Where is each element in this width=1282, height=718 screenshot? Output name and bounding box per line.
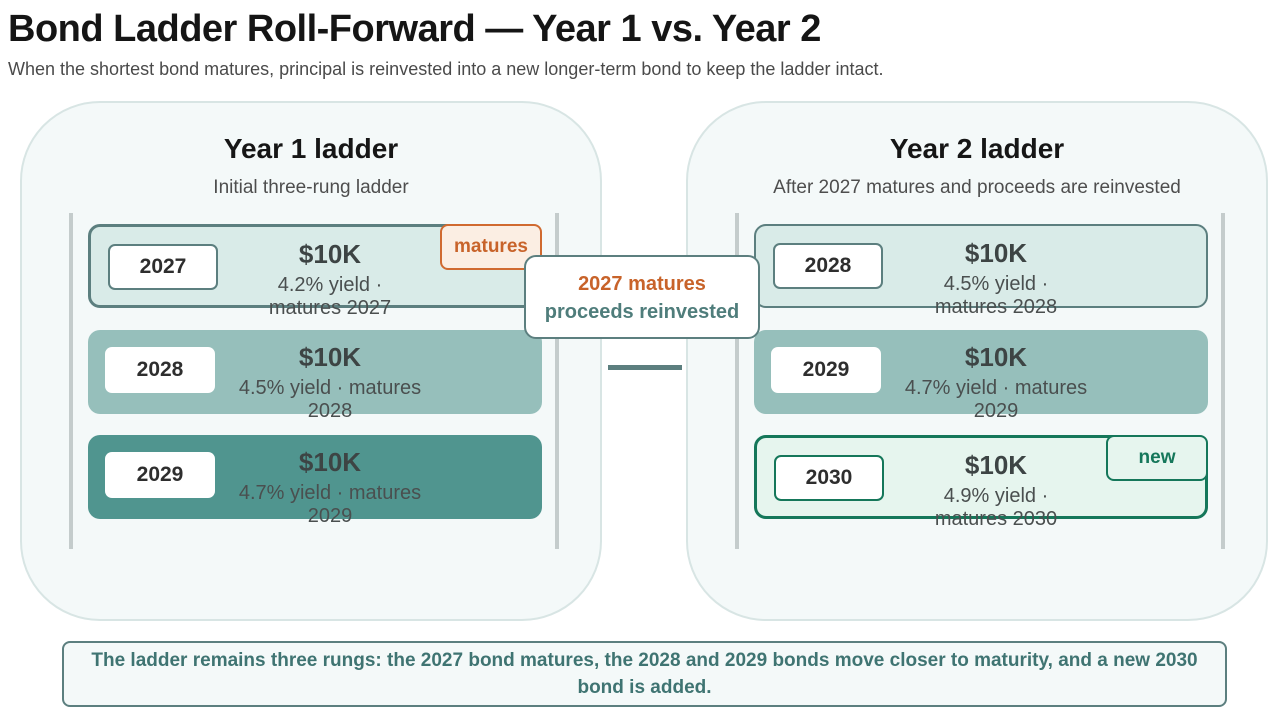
rung-amount: $10K	[964, 450, 1028, 480]
rung-2028: 2028 $10K 4.5% yield · matures 2028	[754, 224, 1208, 318]
rung-2030-new: 2030 $10K 4.9% yield · matures 2030 new	[754, 435, 1208, 530]
callout-matures-text: 2027 matures	[578, 273, 706, 295]
rung-year-label: 2029	[771, 347, 881, 393]
rung-year-label: 2028	[105, 347, 215, 393]
rung-2029: 2029 $10K 4.7% yield · matures 2029	[88, 435, 542, 527]
year2-panel-title: Year 2 ladder	[889, 133, 1065, 164]
page-subtitle: When the shortest bond matures, principa…	[8, 59, 884, 79]
rung-2028: 2028 $10K 4.5% yield · matures 2028	[88, 330, 542, 422]
rung-detail: 4.7% yield · matures 2029	[238, 482, 422, 527]
rung-detail: 4.9% yield · matures 2030	[934, 485, 1058, 530]
year1-panel-title: Year 1 ladder	[223, 133, 399, 164]
rung-2027-maturing: 2027 $10K 4.2% yield · matures 2027 matu…	[88, 224, 542, 319]
year2-panel-subtitle: After 2027 matures and proceeds are rein…	[773, 177, 1181, 198]
rung-year-label: 2028	[773, 243, 883, 289]
rung-detail: 4.7% yield · matures 2029	[904, 377, 1088, 422]
page-title: Bond Ladder Roll-Forward — Year 1 vs. Ye…	[8, 8, 821, 50]
rung-detail: 4.5% yield · matures 2028	[934, 273, 1058, 318]
rung-year-label: 2030	[774, 455, 884, 501]
callout-reinvested-text: proceeds reinvested	[544, 301, 740, 323]
rung-2029: 2029 $10K 4.7% yield · matures 2029	[754, 330, 1208, 422]
summary-text: The ladder remains three rungs: the 2027…	[91, 650, 1198, 698]
year1-panel-subtitle: Initial three-rung ladder	[213, 177, 409, 198]
rung-amount: $10K	[964, 238, 1028, 268]
roll-forward-connector	[608, 365, 682, 370]
rung-amount: $10K	[964, 342, 1028, 372]
summary-footer: The ladder remains three rungs: the 2027…	[62, 641, 1227, 707]
reinvest-callout: 2027 matures proceeds reinvested	[524, 255, 760, 339]
ladder-rail-right	[555, 213, 559, 549]
rung-year-label: 2027	[108, 244, 218, 290]
ladder-rail-left	[69, 213, 73, 549]
year2-panel: Year 2 ladder After 2027 matures and pro…	[686, 101, 1268, 621]
ladder-rail-left	[735, 213, 739, 549]
rung-amount: $10K	[298, 239, 362, 269]
rung-detail: 4.5% yield · matures 2028	[238, 377, 422, 422]
rung-amount: $10K	[298, 447, 362, 477]
new-tag: new	[1106, 435, 1208, 481]
rung-detail: 4.2% yield · matures 2027	[268, 274, 392, 319]
ladder-rail-right	[1221, 213, 1225, 549]
year1-panel: Year 1 ladder Initial three-rung ladder …	[20, 101, 602, 621]
rung-amount: $10K	[298, 342, 362, 372]
rung-year-label: 2029	[105, 452, 215, 498]
